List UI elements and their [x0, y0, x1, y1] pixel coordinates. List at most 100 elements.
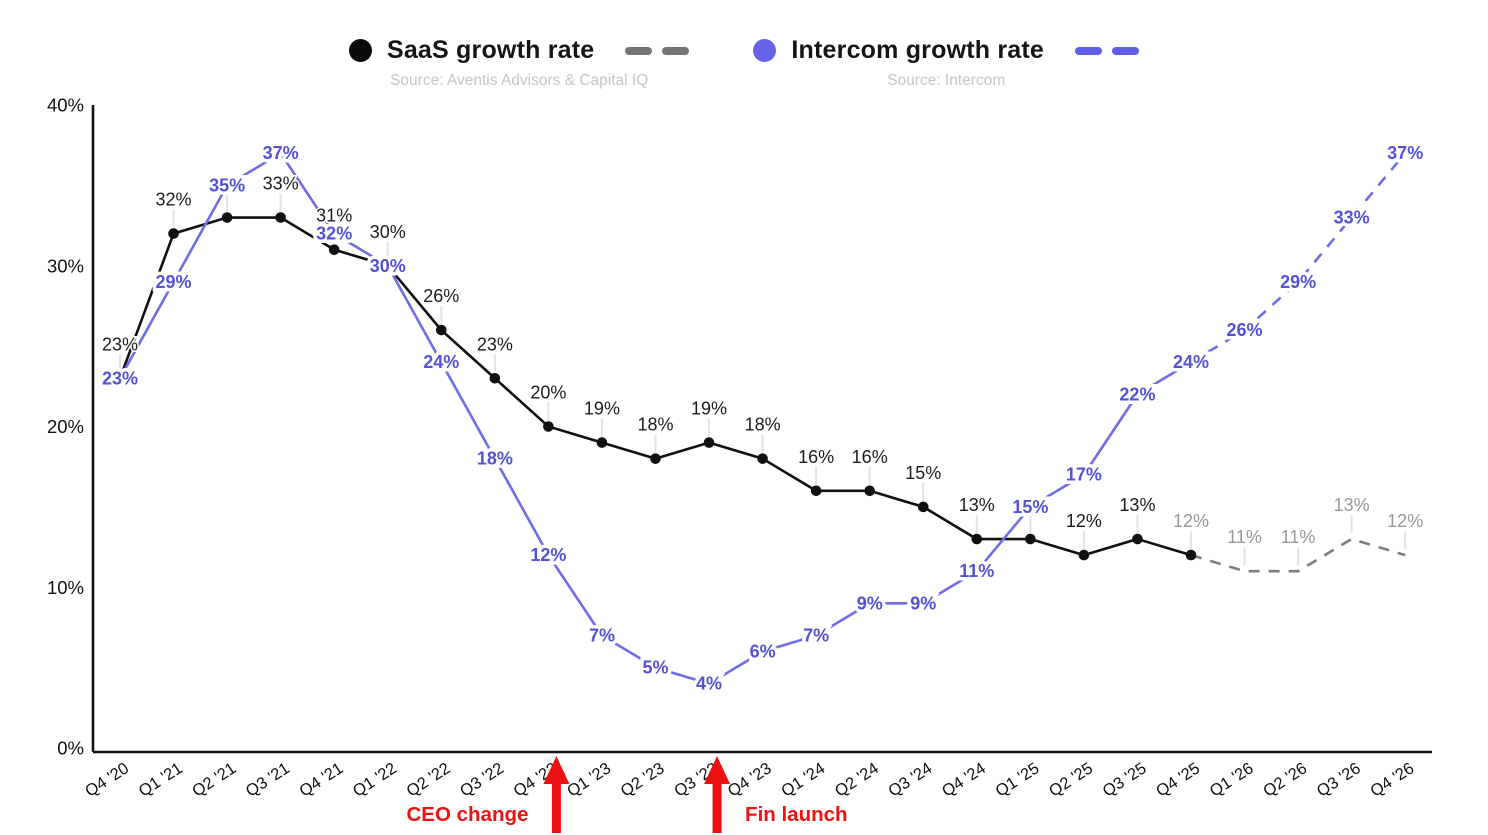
data-label: 33%: [1334, 208, 1370, 228]
axis-lines: [91, 105, 1432, 754]
data-label: 37%: [1387, 143, 1423, 163]
data-label: 22%: [1119, 384, 1155, 404]
saas-series-dot-icon: [348, 39, 372, 62]
up-arrow-icon: [704, 756, 731, 833]
data-point: [703, 437, 715, 448]
x-tick-label: Q3 '24: [885, 759, 935, 800]
intercom-source-note: Source: Intercom: [887, 72, 1006, 89]
data-label: 9%: [857, 593, 883, 613]
x-tick-label: Q3 '25: [1099, 759, 1149, 800]
y-tick-label: 10%: [47, 577, 84, 598]
data-label: 26%: [1227, 320, 1263, 340]
data-label: 18%: [637, 415, 673, 435]
x-tick-label: Q1 '22: [350, 759, 400, 800]
legend-item-saas: SaaS growth rate Source: Aventis Advisor…: [348, 36, 690, 90]
x-tick-label: Q1 '25: [992, 759, 1042, 800]
up-arrow-icon: [543, 756, 570, 833]
data-label: 18%: [477, 449, 513, 469]
data-label: 17%: [1066, 465, 1102, 485]
data-point: [810, 485, 822, 497]
x-tick-label: Q4 '26: [1367, 759, 1417, 800]
x-tick-label: Q2 '24: [832, 759, 882, 800]
data-point: [543, 421, 554, 432]
data-label: 6%: [750, 642, 776, 662]
data-point: [650, 453, 661, 464]
x-tick-label: Q3 '21: [243, 759, 293, 800]
data-label: 12%: [1173, 511, 1209, 531]
y-tick-label: 20%: [47, 416, 84, 437]
data-label: 31%: [316, 206, 352, 226]
data-label: 35%: [209, 175, 245, 195]
data-label: 5%: [642, 658, 668, 678]
data-label: 19%: [584, 399, 620, 419]
data-label: 24%: [423, 352, 459, 372]
x-tick-label: Q2 '25: [1046, 759, 1096, 800]
saas-forecast-dash-icon: [625, 46, 690, 55]
x-tick-label: Q4 '24: [939, 759, 989, 800]
data-label: 29%: [1280, 272, 1316, 292]
y-tick-label: 0%: [57, 738, 84, 759]
data-label: 32%: [156, 190, 192, 210]
data-point: [596, 437, 608, 448]
data-label: 11%: [959, 561, 994, 581]
data-label: 15%: [905, 463, 941, 483]
data-point: [275, 212, 286, 223]
x-tick-label: Q2 '26: [1260, 759, 1310, 800]
x-tick-label: Q2 '22: [403, 759, 453, 800]
x-tick-label: Q1 '21: [136, 759, 186, 800]
data-label: 13%: [1119, 495, 1155, 515]
data-label: 16%: [852, 447, 888, 467]
intercom-line-solid: [118, 151, 1192, 686]
data-label: 15%: [1012, 497, 1048, 517]
data-point: [1025, 533, 1036, 545]
intercom-legend-label: Intercom growth rate: [791, 36, 1045, 64]
y-tick-label: 30%: [47, 255, 84, 276]
x-tick-label: Q4 '21: [296, 759, 346, 800]
data-label: 18%: [745, 415, 781, 435]
data-label: 30%: [370, 256, 406, 276]
data-label: 12%: [1066, 511, 1102, 531]
data-label: 13%: [1334, 495, 1370, 515]
intercom-line-forecast-dashed: [1190, 152, 1407, 364]
data-label: 12%: [530, 545, 566, 565]
annotation-label: Fin launch: [745, 803, 848, 826]
x-tick-label: Q4 '25: [1153, 759, 1203, 800]
data-label: 24%: [1173, 352, 1209, 372]
data-point: [489, 372, 501, 384]
x-tick-label: Q4 '23: [725, 759, 775, 800]
x-tick-label: Q2 '21: [189, 759, 239, 800]
data-point: [971, 533, 983, 545]
data-label: 7%: [589, 625, 615, 645]
data-point: [917, 501, 929, 513]
x-tick-label: Q2 '23: [618, 759, 668, 800]
data-label: 32%: [316, 224, 352, 244]
data-label: 7%: [803, 625, 829, 645]
y-tick-label: 40%: [47, 95, 84, 116]
saas-source-note: Source: Aventis Advisors & Capital IQ: [390, 72, 649, 89]
data-label: 33%: [263, 174, 299, 194]
data-label: 37%: [263, 143, 299, 163]
x-tick-label: Q1 '26: [1207, 759, 1257, 800]
saas-line-forecast-dashed: [1190, 537, 1406, 573]
chart-legend: SaaS growth rate Source: Aventis Advisor…: [0, 36, 1488, 90]
data-label: 33%: [209, 174, 245, 194]
data-label: 23%: [102, 368, 138, 388]
intercom-series-dot-icon: [753, 39, 777, 62]
data-label: 30%: [370, 222, 406, 242]
data-point: [1132, 533, 1143, 545]
legend-item-intercom: Intercom growth rate Source: Intercom: [753, 36, 1140, 90]
data-label: 16%: [798, 447, 834, 467]
data-label: 20%: [530, 383, 566, 403]
data-label: 23%: [102, 334, 138, 354]
x-tick-label: Q1 '24: [778, 759, 828, 800]
data-point: [168, 228, 179, 239]
x-tick-label: Q1 '23: [564, 759, 614, 800]
data-point: [328, 244, 340, 255]
data-point: [1078, 549, 1090, 561]
saas-legend-label: SaaS growth rate: [386, 36, 595, 64]
data-point: [436, 324, 447, 336]
x-tick-label: Q4 '20: [82, 759, 132, 800]
x-tick-label: Q3 '26: [1314, 759, 1364, 800]
data-point: [864, 485, 875, 497]
